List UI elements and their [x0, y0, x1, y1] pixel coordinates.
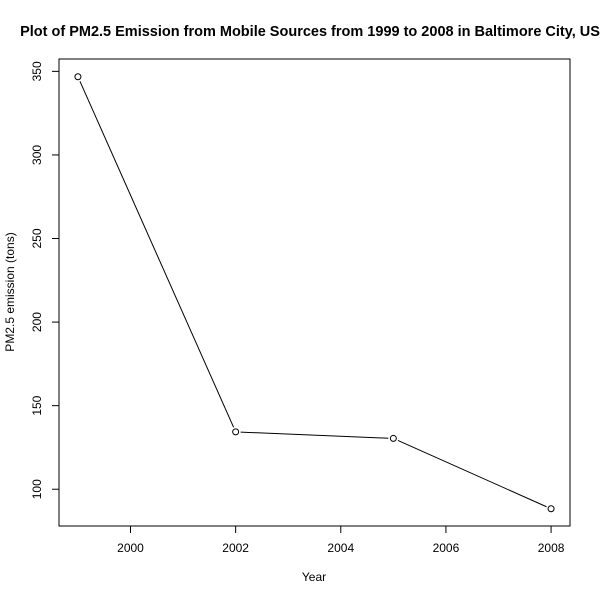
series-segment-2: [397, 439, 547, 508]
y-tick-label-350: 350: [30, 61, 44, 81]
y-tick-label-200: 200: [30, 312, 44, 332]
y-tick-label-250: 250: [30, 228, 44, 248]
y-tick-label-100: 100: [30, 479, 44, 499]
data-point-2002: [232, 428, 240, 436]
data-point-2008: [547, 505, 555, 513]
chart-title: Plot of PM2.5 Emission from Mobile Sourc…: [20, 24, 600, 40]
data-point-1999: [74, 73, 82, 81]
x-tick-label-2002: 2002: [222, 541, 249, 555]
x-tick-label-2008: 2008: [538, 541, 565, 555]
x-tick-label-2000: 2000: [117, 541, 144, 555]
x-axis-label: Year: [302, 570, 326, 584]
series-segment-0: [79, 81, 235, 428]
series-segment-1: [240, 431, 389, 439]
x-axis: 2000 2002 2004 2006 2008: [117, 526, 565, 555]
x-tick-label-2004: 2004: [327, 541, 354, 555]
y-axis-label: PM2.5 emission (tons): [3, 232, 17, 351]
y-tick-label-300: 300: [30, 145, 44, 165]
y-tick-label-150: 150: [30, 395, 44, 415]
series-layer: [74, 73, 555, 513]
y-axis: 100 150 200 250 300 350: [30, 61, 59, 499]
plot-frame: [58, 58, 571, 527]
data-point-2005: [389, 434, 397, 442]
x-tick-label-2006: 2006: [433, 541, 460, 555]
